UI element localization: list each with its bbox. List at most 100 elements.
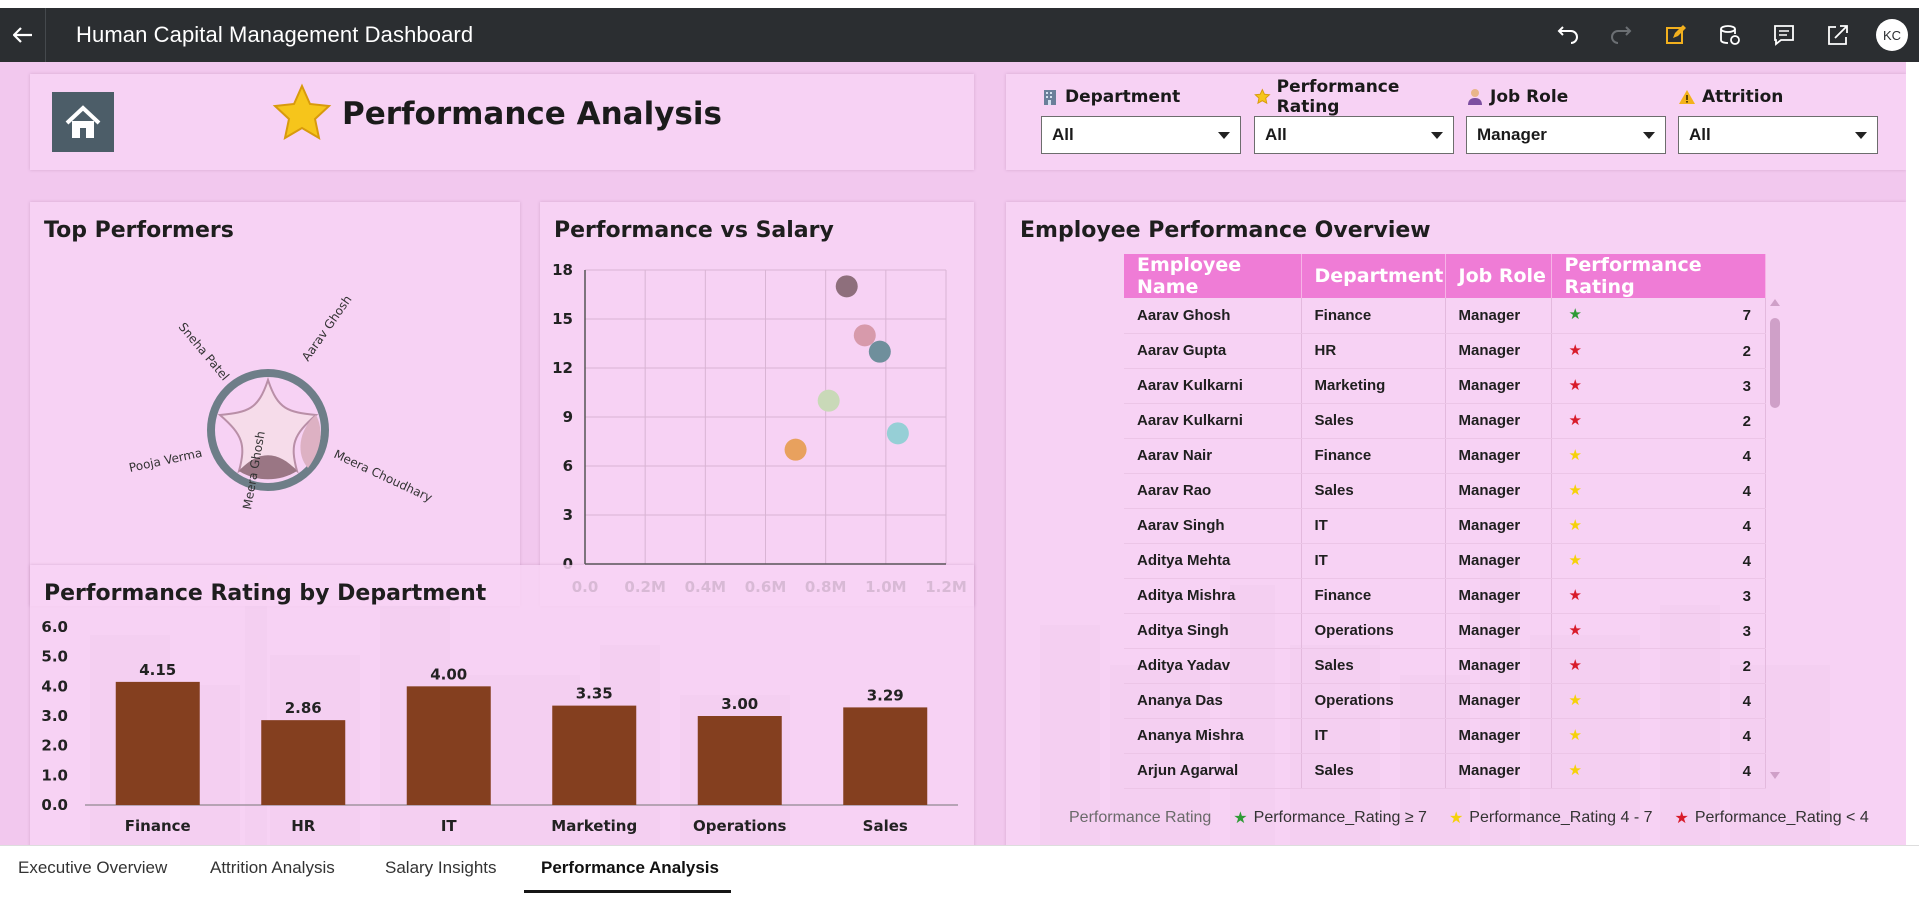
chevron-down-icon <box>1643 131 1655 139</box>
cell-department: Marketing <box>1301 368 1446 404</box>
cell-performance-rating: ★ 3 <box>1551 613 1766 649</box>
scatter-point[interactable] <box>853 324 876 347</box>
column-header-job-role[interactable]: Job Role <box>1445 254 1552 298</box>
table-row[interactable]: Aarav Nair Finance Manager ★ 4 <box>1124 438 1766 474</box>
scatter-point[interactable] <box>868 340 891 363</box>
cell-job-role: Manager <box>1445 613 1552 649</box>
table-scroll-thumb[interactable] <box>1770 318 1780 408</box>
data-icon <box>1720 25 1740 45</box>
scatter-point[interactable] <box>886 422 909 445</box>
department-filter: Department All <box>1041 86 1241 154</box>
legend-item-high[interactable]: ★ Performance_Rating ≥ 7 <box>1233 808 1427 828</box>
rating-value: 4 <box>1742 692 1751 710</box>
scatter-point[interactable] <box>835 275 858 298</box>
performance-vs-salary-title: Performance vs Salary <box>554 218 834 243</box>
x-category-label: Sales <box>863 817 908 835</box>
redo-icon <box>1611 26 1632 44</box>
table-row[interactable]: Aarav Ghosh Finance Manager ★ 7 <box>1124 298 1766 334</box>
bar[interactable] <box>261 720 346 805</box>
filter-panel: Department All Performance Rating All Jo… <box>1006 74 1906 170</box>
table-row[interactable]: Aditya Singh Operations Manager ★ 3 <box>1124 613 1766 649</box>
x-category-label: IT <box>441 817 458 835</box>
chord-arc-meera-choudhary <box>300 415 321 468</box>
job-role-label: Job Role <box>1490 87 1569 107</box>
bar-value-label: 3.35 <box>576 685 613 703</box>
share-icon <box>1828 25 1848 45</box>
red-star-icon: ★ <box>1568 376 1582 394</box>
bar[interactable] <box>697 716 782 805</box>
cell-job-role: Manager <box>1445 403 1552 439</box>
tab-attrition-analysis[interactable]: Attrition Analysis <box>210 858 335 877</box>
table-row[interactable]: Aarav Kulkarni Marketing Manager ★ 3 <box>1124 368 1766 404</box>
cell-performance-rating: ★ 4 <box>1551 473 1766 509</box>
table-row[interactable]: Aditya Yadav Sales Manager ★ 2 <box>1124 648 1766 684</box>
cell-job-role: Manager <box>1445 578 1552 614</box>
rating-value: 2 <box>1742 412 1751 430</box>
job-role-select[interactable]: Manager <box>1466 116 1666 154</box>
red-star-icon: ★ <box>1568 586 1582 604</box>
performance-rating-select[interactable]: All <box>1254 116 1454 154</box>
cell-department: Operations <box>1301 613 1446 649</box>
department-label: Department <box>1065 87 1181 107</box>
cell-performance-rating: ★ 2 <box>1551 648 1766 684</box>
cell-job-role: Manager <box>1445 508 1552 544</box>
x-category-label: Marketing <box>551 817 637 835</box>
table-row[interactable]: Aditya Mishra Finance Manager ★ 3 <box>1124 578 1766 614</box>
bar-value-label: 2.86 <box>285 699 322 717</box>
table-row[interactable]: Aditya Mehta IT Manager ★ 4 <box>1124 543 1766 579</box>
scroll-up-arrow-icon[interactable] <box>1768 296 1782 308</box>
bar[interactable] <box>843 707 928 805</box>
undo-button[interactable] <box>1541 8 1595 62</box>
tab-salary-insights[interactable]: Salary Insights <box>385 858 497 877</box>
y-tick-label: 0.0 <box>41 796 68 814</box>
table-row[interactable]: Aarav Singh IT Manager ★ 4 <box>1124 508 1766 544</box>
y-tick-label: 9 <box>563 408 573 426</box>
bar[interactable] <box>406 686 491 805</box>
scroll-down-arrow-icon[interactable] <box>1768 770 1782 782</box>
home-icon <box>65 105 101 138</box>
user-avatar[interactable]: KC <box>1876 19 1908 51</box>
job-role-filter: Job Role Manager <box>1466 86 1666 154</box>
scatter-point[interactable] <box>784 438 807 461</box>
scatter-point[interactable] <box>817 389 840 412</box>
table-row[interactable]: Aarav Rao Sales Manager ★ 4 <box>1124 473 1766 509</box>
performer-label-meera-choudhary: Meera Choudhary <box>332 447 435 505</box>
top-performers-title: Top Performers <box>44 218 234 243</box>
home-button[interactable] <box>52 92 114 152</box>
y-tick-label: 18 <box>552 261 573 279</box>
yellow-star-icon: ★ <box>1568 691 1582 709</box>
data-button[interactable] <box>1703 8 1757 62</box>
column-header-employee-name[interactable]: Employee Name <box>1124 254 1302 298</box>
cell-department: HR <box>1301 333 1446 369</box>
table-row[interactable]: Aarav Gupta HR Manager ★ 2 <box>1124 333 1766 369</box>
canvas-scrollbar[interactable] <box>1906 62 1919 845</box>
redo-button[interactable] <box>1595 8 1649 62</box>
rating-value: 3 <box>1742 377 1751 395</box>
table-row[interactable]: Arjun Agarwal Sales Manager ★ 4 <box>1124 753 1766 789</box>
tab-performance-analysis[interactable]: Performance Analysis <box>541 858 719 877</box>
table-row[interactable]: Ananya Mishra IT Manager ★ 4 <box>1124 718 1766 754</box>
column-header-department[interactable]: Department <box>1301 254 1446 298</box>
back-button[interactable] <box>0 8 46 62</box>
cell-employee-name: Aditya Singh <box>1124 613 1302 649</box>
comment-button[interactable] <box>1757 8 1811 62</box>
legend-item-low[interactable]: ★ Performance_Rating < 4 <box>1675 808 1869 828</box>
legend-item-mid[interactable]: ★ Performance_Rating 4 - 7 <box>1449 808 1653 828</box>
column-header-performance-rating[interactable]: Performance Rating <box>1551 254 1766 298</box>
rating-value: 4 <box>1742 552 1751 570</box>
share-button[interactable] <box>1811 8 1865 62</box>
bar[interactable] <box>552 705 637 805</box>
attrition-select[interactable]: All <box>1678 116 1878 154</box>
edit-button[interactable] <box>1649 8 1703 62</box>
table-row[interactable]: Aarav Kulkarni Sales Manager ★ 2 <box>1124 403 1766 439</box>
cell-job-role: Manager <box>1445 543 1552 579</box>
toolbar: KC <box>1541 8 1919 62</box>
bar[interactable] <box>115 681 200 805</box>
performance-rating-value: All <box>1265 125 1287 144</box>
table-scrollbar[interactable] <box>1768 296 1782 782</box>
performer-label-aarav-ghosh: Aarav Ghosh <box>299 293 355 364</box>
department-select[interactable]: All <box>1041 116 1241 154</box>
table-row[interactable]: Ananya Das Operations Manager ★ 4 <box>1124 683 1766 719</box>
legend-label-high: Performance_Rating ≥ 7 <box>1253 809 1427 826</box>
tab-executive-overview[interactable]: Executive Overview <box>18 858 168 877</box>
